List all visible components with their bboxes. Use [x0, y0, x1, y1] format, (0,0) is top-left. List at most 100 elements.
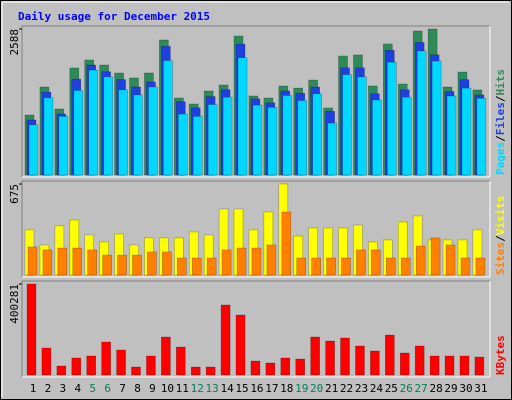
bar	[250, 360, 261, 376]
x-tick-label: 10	[161, 382, 174, 395]
bar	[372, 99, 382, 176]
bar	[340, 337, 350, 376]
x-tick-label: 13	[206, 382, 219, 395]
bar	[252, 104, 263, 176]
bar	[190, 366, 201, 376]
x-tick-label: 26	[400, 382, 413, 395]
bar	[87, 249, 98, 276]
bar	[220, 304, 231, 376]
bar	[474, 356, 485, 376]
bar	[415, 245, 426, 276]
x-tick-label: 3	[60, 382, 67, 395]
bar	[416, 50, 427, 176]
bar	[356, 249, 366, 276]
bar	[444, 355, 455, 376]
legend-entry: Pages	[494, 142, 507, 175]
bar	[86, 355, 97, 376]
bar	[297, 100, 308, 176]
bar	[386, 257, 396, 276]
bar	[342, 74, 352, 176]
bar	[357, 76, 367, 176]
bar	[400, 257, 411, 276]
x-tick-label: 27	[415, 382, 428, 395]
legend-entry: Sites	[494, 242, 507, 275]
x-tick-label: 28	[429, 382, 442, 395]
x-tick-label: 30	[459, 382, 472, 395]
bar	[385, 334, 395, 376]
x-tick-label: 15	[235, 382, 248, 395]
legend-entry: Visits	[494, 196, 507, 236]
legend: Sites/Visits	[494, 196, 507, 276]
bar	[102, 254, 112, 276]
bar	[57, 247, 68, 276]
bar	[58, 116, 69, 176]
bar	[460, 257, 471, 276]
bar	[280, 357, 291, 376]
x-tick-label: 29	[444, 382, 457, 395]
bar	[163, 60, 173, 176]
bar	[162, 251, 172, 276]
bar	[146, 355, 156, 376]
x-tick-label: 21	[325, 382, 338, 395]
bar	[132, 254, 142, 276]
x-tick-label: 12	[191, 382, 204, 395]
bar	[148, 86, 158, 176]
bar	[56, 365, 67, 376]
y-tick-label: 675	[8, 184, 21, 204]
bar	[178, 113, 188, 176]
x-tick-label: 7	[119, 382, 126, 395]
bar	[191, 257, 202, 276]
bar	[103, 76, 113, 176]
bar	[266, 244, 277, 276]
bar	[118, 89, 128, 176]
x-tick-label: 11	[176, 382, 189, 395]
x-tick-label: 5	[89, 382, 96, 395]
bar	[222, 96, 233, 176]
bar	[430, 237, 441, 276]
bar	[26, 283, 37, 376]
bar	[295, 358, 306, 376]
bar	[41, 347, 52, 376]
legend-entry: Hits	[494, 69, 507, 96]
bar	[310, 336, 320, 376]
bar	[312, 93, 322, 176]
bar	[370, 350, 380, 376]
bar	[251, 247, 262, 276]
bar	[176, 346, 186, 376]
legend-entry: KBytes	[494, 335, 507, 375]
bar	[28, 124, 39, 176]
bar	[237, 57, 248, 176]
bar	[371, 249, 381, 276]
bar	[235, 314, 246, 376]
bar	[116, 349, 126, 376]
bar	[414, 345, 425, 376]
bar	[311, 257, 321, 276]
bar	[43, 97, 54, 176]
bar	[281, 211, 292, 276]
bar	[401, 96, 412, 176]
x-tick-label: 22	[340, 382, 353, 395]
bar	[27, 246, 38, 276]
x-tick-label: 1	[30, 382, 37, 395]
bar	[42, 249, 53, 276]
y-tick-label: 2588	[8, 29, 21, 56]
bar	[476, 97, 487, 176]
bar	[206, 257, 217, 276]
x-tick-label: 25	[385, 382, 398, 395]
bar	[207, 104, 218, 176]
bar	[355, 345, 365, 376]
x-tick-label: 17	[265, 382, 278, 395]
legend-separator: /	[494, 135, 507, 142]
legend-entry: Files	[494, 102, 507, 135]
bar	[221, 249, 232, 276]
bar	[475, 257, 486, 276]
bar	[147, 251, 157, 276]
bar	[88, 69, 99, 176]
x-tick-label: 9	[149, 382, 156, 395]
bar	[177, 257, 187, 276]
bar	[387, 61, 397, 176]
bar	[341, 257, 351, 276]
bar	[399, 352, 410, 376]
